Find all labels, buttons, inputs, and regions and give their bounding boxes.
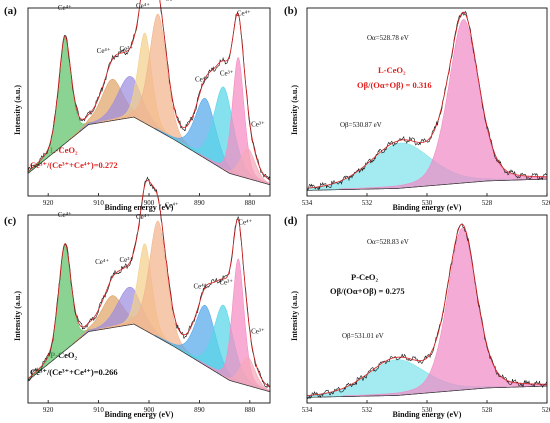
component-label: Ce⁴⁺ bbox=[58, 211, 72, 219]
background-line bbox=[306, 385, 547, 398]
panel-a-xlabel: Binding energy (eV) bbox=[105, 203, 174, 212]
x-tick-label: 530 bbox=[422, 199, 433, 207]
component-label: Ce³⁺ bbox=[120, 256, 134, 264]
panel-a-ratio-label: Ce³⁺/(Ce³⁺+Ce⁴⁺)=0.272 bbox=[30, 160, 118, 170]
panel-d-xlabel: Binding energy (eV) bbox=[393, 410, 462, 419]
panel-c-ylabel: Intensity (a.u.) bbox=[13, 291, 22, 341]
panel-d-label: (d) bbox=[284, 215, 298, 227]
x-tick-label: 534 bbox=[302, 406, 313, 414]
component-label: Ce⁴⁺ bbox=[95, 258, 109, 266]
component-label: Ce³⁺ bbox=[251, 120, 265, 128]
fitted-envelope-line bbox=[307, 223, 547, 396]
x-tick-label: 528 bbox=[482, 406, 493, 414]
panel-d-ratio-label: Oβ/(Oα+Oβ) = 0.275 bbox=[330, 286, 405, 296]
x-tick-label: 920 bbox=[43, 406, 54, 414]
background-line bbox=[306, 178, 547, 191]
panel-b-o1s: (b) Intensity (a.u.) Binding energy (eV)… bbox=[284, 5, 550, 212]
panel-b-o-beta-label: Oβ=530.87 eV bbox=[340, 121, 382, 129]
component-label: Ce³⁺ bbox=[120, 45, 134, 53]
x-tick-label: 534 bbox=[302, 199, 313, 207]
panel-d-o-beta-label: Oβ=531.01 eV bbox=[342, 332, 384, 340]
component-label: Ce⁴⁺ bbox=[58, 4, 72, 12]
component-label: Ce⁴⁺ bbox=[195, 75, 209, 83]
component-label: Ce⁴⁺ bbox=[193, 282, 207, 290]
x-tick-label: 920 bbox=[43, 199, 54, 207]
panel-b-label: (b) bbox=[284, 5, 298, 17]
x-tick-label: 526 bbox=[542, 406, 550, 414]
fitted-envelope-line bbox=[27, 0, 271, 181]
panel-b-ylabel: Intensity (a.u.) bbox=[290, 85, 299, 135]
x-tick-label: 880 bbox=[245, 199, 256, 207]
panel-b-o-alpha-label: Oα=528.78 eV bbox=[367, 34, 409, 42]
panel-c-label: (c) bbox=[4, 215, 17, 227]
component-label: Ce⁴⁺ bbox=[97, 47, 111, 55]
x-tick-label: 890 bbox=[194, 406, 205, 414]
x-tick-label: 530 bbox=[422, 406, 433, 414]
panel-d-ylabel: Intensity (a.u.) bbox=[290, 291, 299, 341]
fitted-envelope-line bbox=[27, 179, 271, 388]
panel-d-o-alpha-label: Oα=528.83 eV bbox=[367, 238, 409, 246]
component-label: Ce⁴⁺ bbox=[165, 0, 179, 2]
fitted-envelope-line bbox=[307, 11, 547, 189]
panel-b-sample-label: L-CeO₂ bbox=[378, 65, 406, 75]
component-label: Ce³⁺ bbox=[220, 70, 234, 78]
panel-c-ratio-label: Ce³⁺/(Ce³⁺+Ce⁴⁺)=0.266 bbox=[30, 367, 118, 377]
component-label: Ce⁴⁺ bbox=[165, 201, 179, 209]
component-label: Ce³⁺ bbox=[219, 279, 233, 287]
panel-c-ce3d: (c) Intensity (a.u.) Binding energy (eV)… bbox=[4, 176, 271, 419]
x-tick-label: 532 bbox=[362, 199, 373, 207]
panel-a-label: (a) bbox=[4, 5, 17, 17]
component-label: Ce⁴⁺ bbox=[136, 213, 150, 221]
background-line bbox=[27, 116, 271, 186]
panel-c-sample-label: P-CeO₂ bbox=[50, 350, 78, 360]
x-tick-label: 890 bbox=[194, 199, 205, 207]
panel-a-ce3d: (a) Intensity (a.u.) Binding energy (eV)… bbox=[4, 0, 271, 212]
x-tick-label: 880 bbox=[245, 406, 256, 414]
panel-b-xlabel: Binding energy (eV) bbox=[393, 203, 462, 212]
panel-a-sample-label: L-CeO₂ bbox=[50, 145, 78, 155]
x-tick-label: 900 bbox=[144, 199, 155, 207]
component-label: Ce³⁺ bbox=[251, 327, 265, 335]
panel-a-ylabel: Intensity (a.u.) bbox=[13, 85, 22, 135]
background-line bbox=[27, 323, 271, 393]
component-label: Ce⁴⁺ bbox=[136, 2, 150, 10]
panel-c-xlabel: Binding energy (eV) bbox=[105, 410, 174, 419]
x-tick-label: 910 bbox=[93, 199, 104, 207]
x-tick-label: 526 bbox=[542, 199, 550, 207]
panel-d-o1s: (d) Intensity (a.u.) Binding energy (eV)… bbox=[284, 214, 550, 419]
x-tick-label: 910 bbox=[93, 406, 104, 414]
x-tick-label: 532 bbox=[362, 406, 373, 414]
raw-spectrum-line bbox=[306, 10, 548, 191]
raw-spectrum-line bbox=[306, 223, 548, 400]
panel-b-ratio-label: Oβ/(Oα+Oβ) = 0.316 bbox=[357, 80, 432, 90]
component-label: Ce⁴⁺ bbox=[238, 218, 252, 226]
component-label: Ce⁴⁺ bbox=[237, 10, 251, 18]
panel-d-sample-label: P-CeO₂ bbox=[351, 272, 379, 282]
x-tick-label: 900 bbox=[144, 406, 155, 414]
x-tick-label: 528 bbox=[482, 199, 493, 207]
